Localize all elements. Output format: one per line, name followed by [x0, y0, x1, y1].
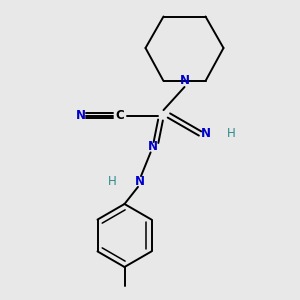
- Text: H: H: [108, 175, 117, 188]
- Text: N: N: [148, 140, 158, 154]
- Text: N: N: [200, 127, 211, 140]
- Text: C: C: [116, 109, 124, 122]
- Text: H: H: [226, 127, 236, 140]
- Text: N: N: [134, 175, 145, 188]
- Text: N: N: [76, 109, 86, 122]
- Text: N: N: [179, 74, 190, 88]
